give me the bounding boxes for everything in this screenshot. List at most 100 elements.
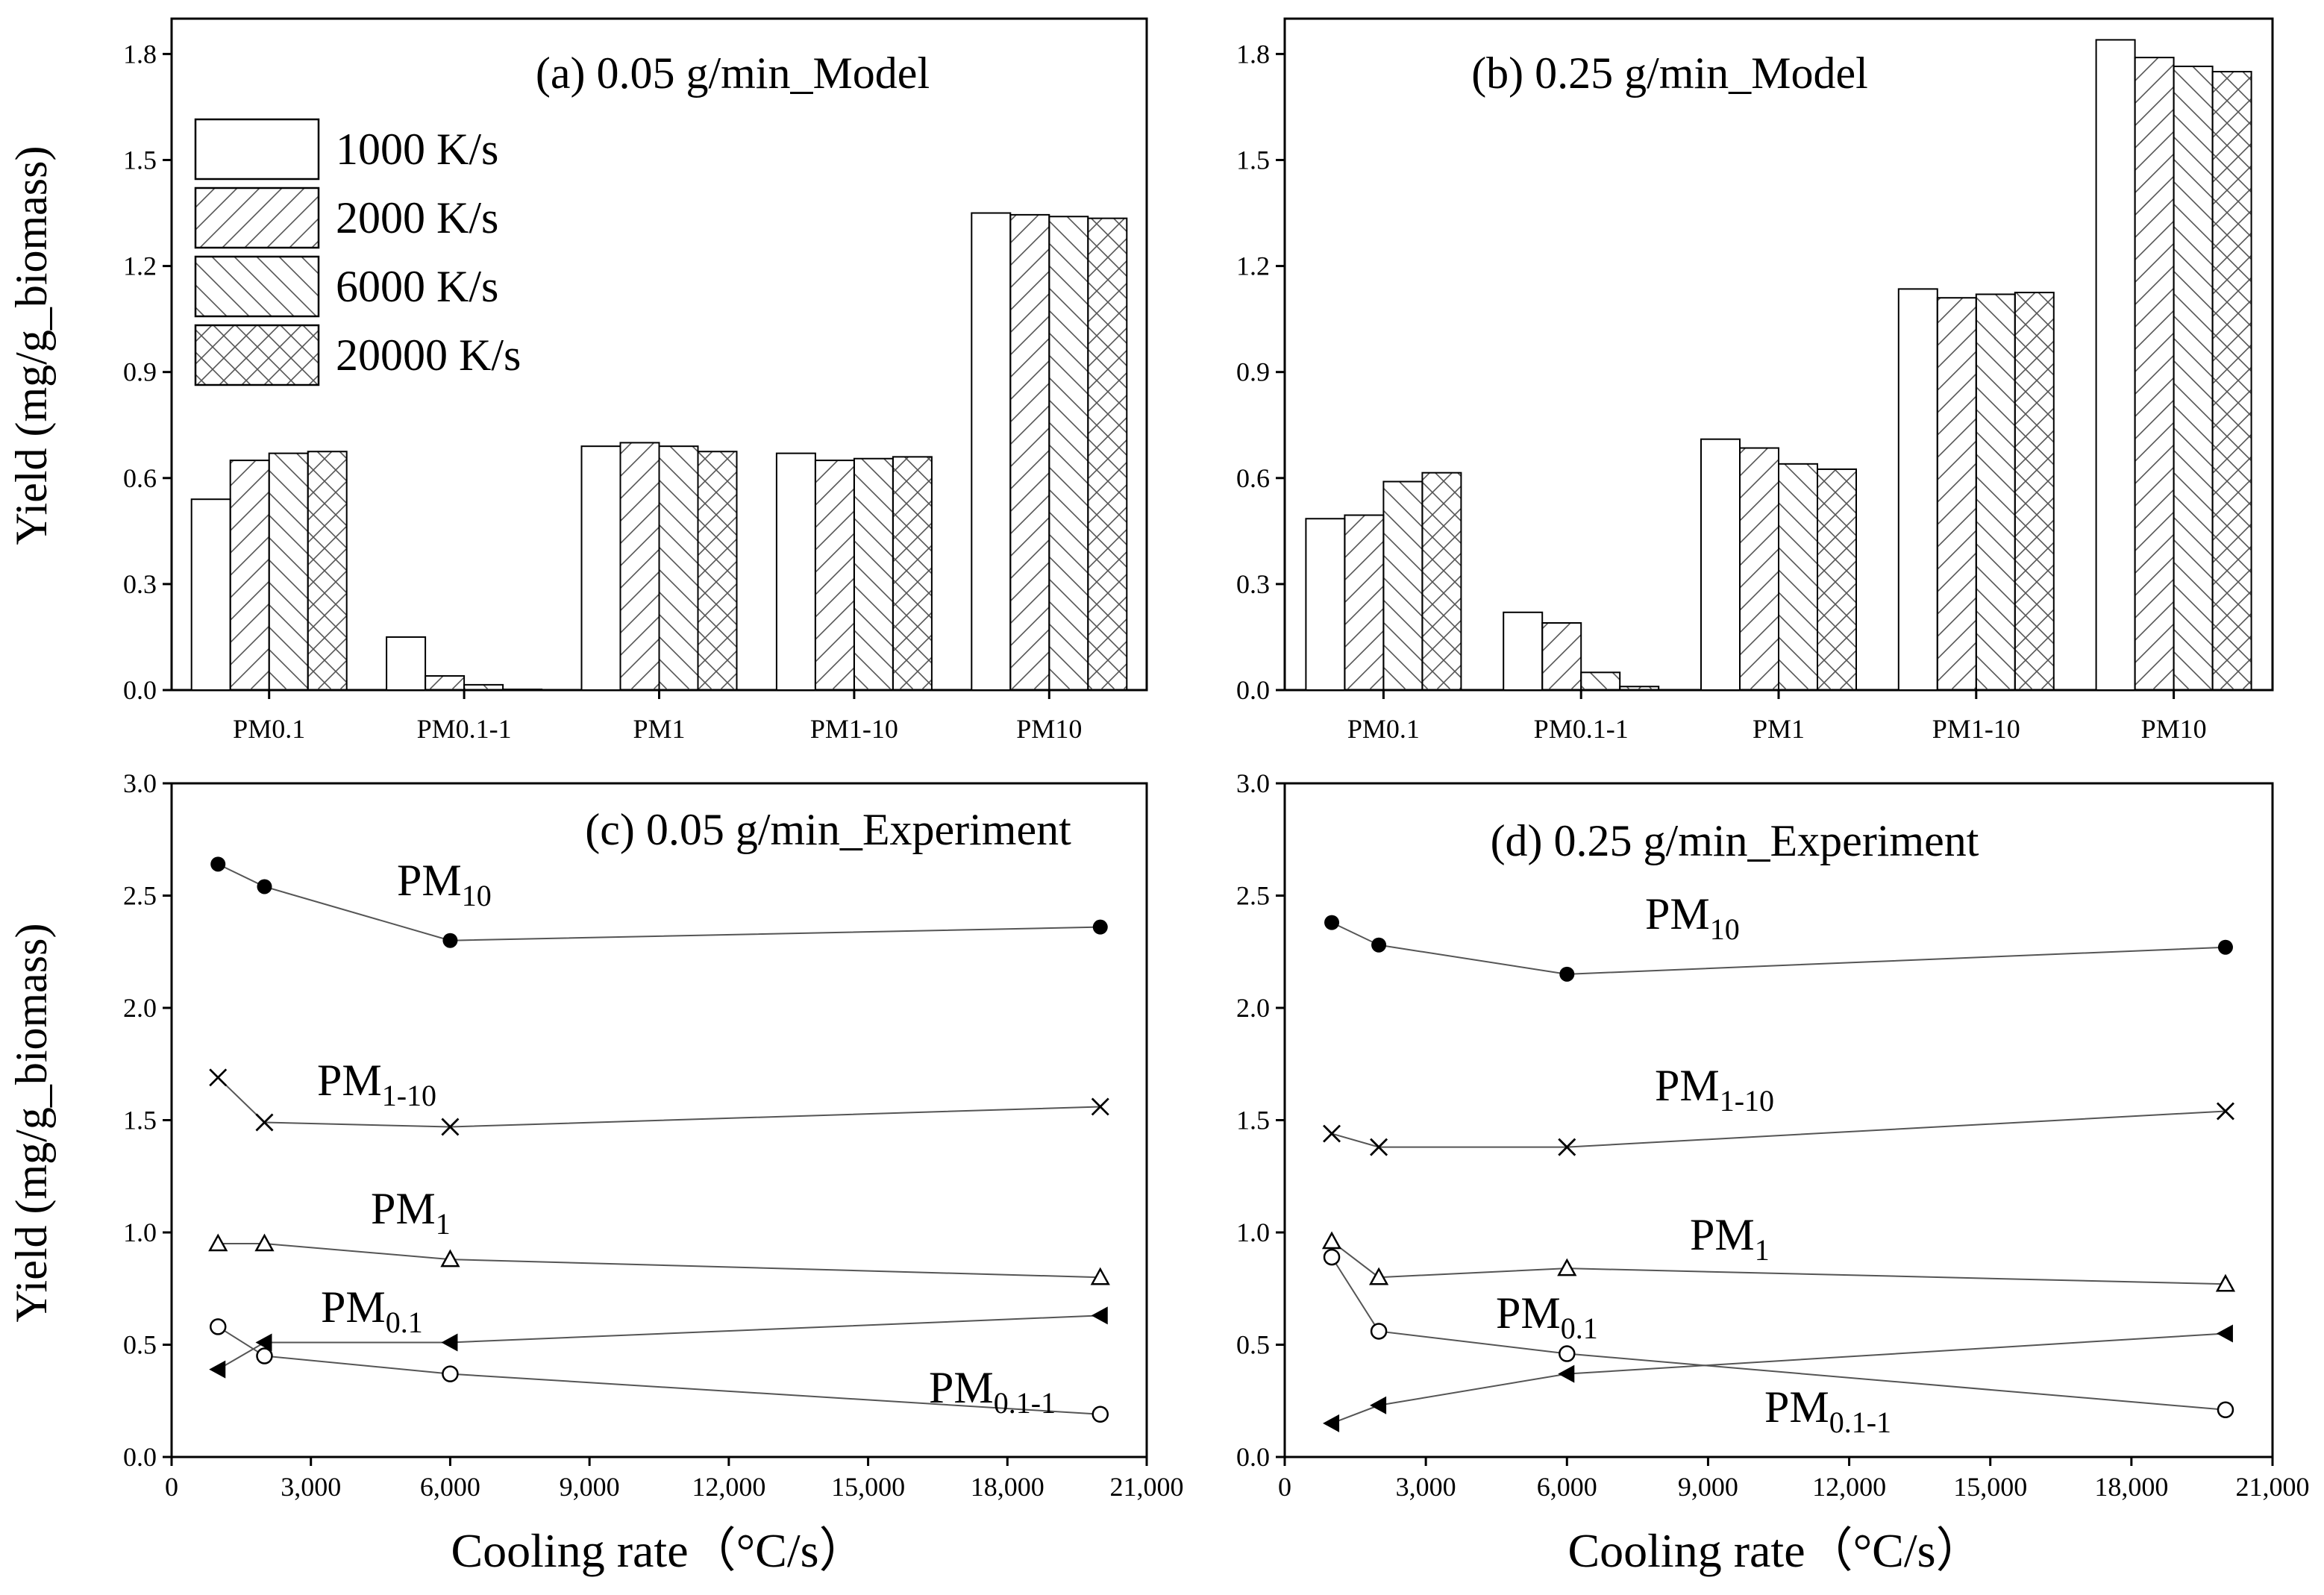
- series-line: [1331, 921, 2226, 975]
- data-point: [1091, 1406, 1109, 1423]
- bar: [619, 442, 660, 692]
- bar: [814, 460, 855, 692]
- data-point: [442, 1365, 459, 1382]
- bar: [1817, 468, 1857, 692]
- x-axis-label-right: Cooling rate（°C/s）: [1567, 1524, 1983, 1577]
- bar: [2095, 39, 2136, 691]
- category-label: PM0.1: [233, 714, 305, 744]
- series-label-subscript: 0.1-1: [994, 1386, 1056, 1420]
- y-tick-label: 1.8: [1236, 39, 1270, 69]
- bar: [1009, 213, 1050, 692]
- y-tick-label: 0.9: [123, 357, 157, 387]
- data-point: [209, 1318, 227, 1335]
- y-tick-label: 1.0: [1236, 1218, 1270, 1247]
- data-point: [1091, 1306, 1108, 1325]
- series-label: PM10: [397, 856, 492, 912]
- category-label: PM0.1-1: [1534, 714, 1629, 744]
- category-label: PM10: [2141, 714, 2207, 744]
- series-label-subscript: 10: [462, 879, 492, 912]
- panel-title: (c) 0.05 g/min_Experiment: [585, 805, 1071, 854]
- series-label-name: PM: [1645, 889, 1710, 938]
- data-point: [442, 933, 458, 948]
- bar: [229, 460, 270, 692]
- x-tick-label: 15,000: [1953, 1472, 2027, 1502]
- bar: [268, 452, 309, 691]
- x-tick-label: 12,000: [1812, 1472, 1886, 1502]
- bar: [1936, 297, 1977, 692]
- x-tick-label: 3,000: [1396, 1472, 1456, 1502]
- y-tick-label: 0.0: [1236, 1442, 1270, 1472]
- bar: [892, 456, 933, 691]
- series-label-name: PM: [1690, 1210, 1755, 1259]
- bar: [1344, 514, 1385, 691]
- data-point: [2216, 1102, 2234, 1121]
- series-line: [217, 1314, 1100, 1370]
- bar: [502, 689, 543, 691]
- data-point: [254, 1233, 275, 1252]
- bar: [1382, 480, 1423, 691]
- series-line: [217, 1077, 1100, 1128]
- bar: [307, 451, 348, 692]
- legend-label: 6000 K/s: [336, 262, 498, 311]
- y-tick-label: 1.5: [1236, 145, 1270, 175]
- y-tick-label: 2.5: [123, 881, 157, 911]
- x-tick-label: 12,000: [692, 1472, 765, 1502]
- data-point: [1559, 966, 1575, 982]
- series-line: [1331, 1241, 2226, 1285]
- series-line: [1331, 1256, 2226, 1411]
- bar: [1619, 686, 1660, 692]
- series-label: PM0.1-1: [929, 1363, 1056, 1420]
- data-point: [1557, 1258, 1577, 1276]
- plot-frame: [1283, 782, 2274, 1458]
- bar: [971, 212, 1012, 691]
- bar: [425, 675, 466, 691]
- series-label-subscript: 1-10: [1720, 1084, 1774, 1118]
- bar: [190, 498, 231, 691]
- y-tick-label: 0.5: [1236, 1330, 1270, 1360]
- bar: [463, 683, 504, 691]
- data-point: [440, 1249, 460, 1267]
- legend-swatch: [194, 118, 320, 181]
- series-line: [217, 1326, 1100, 1415]
- x-tick-label: 9,000: [560, 1472, 620, 1502]
- category-label: PM0.1: [1347, 714, 1420, 744]
- x-tick-label: 0: [165, 1472, 178, 1502]
- y-tick-label: 1.5: [123, 145, 157, 175]
- bar: [1503, 611, 1544, 692]
- bar: [775, 452, 816, 691]
- series-label: PM1: [1690, 1210, 1770, 1267]
- data-point: [1323, 1248, 1341, 1266]
- series-label: PM1-10: [1655, 1061, 1774, 1118]
- category-label: PM1-10: [810, 714, 898, 744]
- panel-a-bar-chart: 0.0 0.3 0.6 0.9 1.2 1.5 1.8 PM0.1 PM0.1-1 PM1 PM1-…: [123, 17, 1148, 744]
- data-point: [1371, 937, 1387, 953]
- category-label: PM1: [633, 714, 685, 744]
- legend-label: 1000 K/s: [336, 125, 498, 174]
- data-point: [2215, 1273, 2236, 1292]
- y-axis-label-bottom: Yield (mg/g_biomass): [7, 924, 56, 1323]
- legend-label: 20000 K/s: [336, 330, 521, 380]
- category-label: PM1-10: [1932, 714, 2020, 744]
- data-point: [1323, 1414, 1340, 1432]
- series-label-name: PM: [1655, 1061, 1720, 1110]
- bar: [580, 445, 621, 691]
- bar: [658, 445, 699, 691]
- data-point: [1558, 1138, 1576, 1156]
- x-tick-label: 15,000: [831, 1472, 905, 1502]
- series-label: PM1: [371, 1184, 451, 1241]
- bar: [853, 457, 894, 691]
- series-label-name: PM: [397, 856, 462, 905]
- data-point: [1558, 1364, 1575, 1383]
- data-point: [255, 1113, 274, 1132]
- series-label-subscript: 0.1: [1561, 1312, 1598, 1345]
- series-label-subscript: 1: [436, 1207, 451, 1241]
- y-tick-label: 0.5: [123, 1330, 157, 1360]
- data-point: [1090, 1267, 1110, 1285]
- data-point: [1092, 919, 1108, 935]
- panel-title: (b) 0.25 g/min_Model: [1471, 48, 1868, 98]
- y-tick-label: 1.2: [1236, 251, 1270, 281]
- data-point: [2217, 1401, 2234, 1419]
- bar: [2211, 71, 2252, 692]
- data-point: [1370, 1138, 1388, 1156]
